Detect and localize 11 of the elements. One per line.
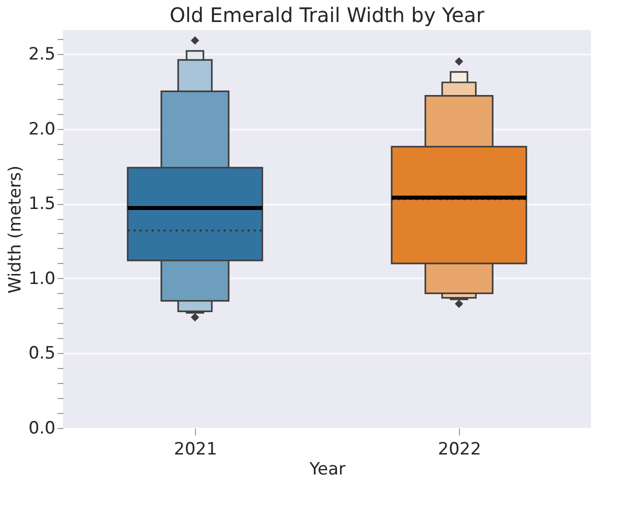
y-axis-title: Width (meters) [5,165,26,294]
y-tick-label: 1.5 [28,194,56,214]
y-tick-label: 2.0 [28,119,56,140]
y-tick-label: 0.5 [28,344,56,364]
y-tick-label: 0.0 [28,418,56,438]
x-axis-title: Year [308,460,346,480]
y-tick-label: 1.0 [28,268,56,289]
chart-title: Old Emerald Trail Width by Year [170,2,486,27]
x-tick-label: 2022 [438,440,482,460]
y-tick-label: 2.5 [28,44,56,64]
x-tick-label: 2021 [174,440,218,460]
